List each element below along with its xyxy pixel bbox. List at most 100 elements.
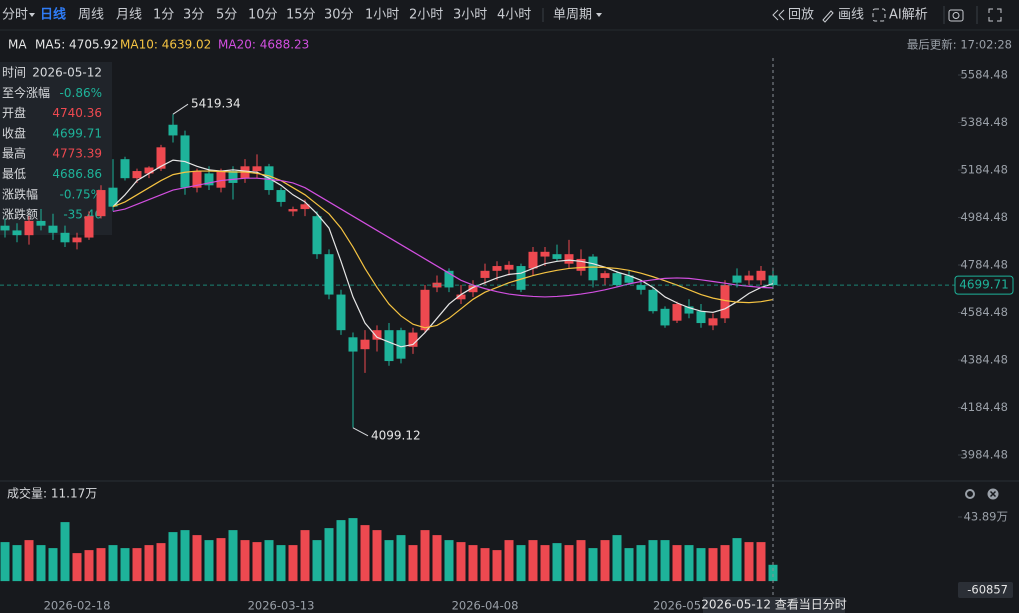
close-cross: [989, 490, 997, 498]
info-value: 4686.86: [52, 167, 102, 181]
volume-bar: [228, 530, 238, 582]
y-tick-label: 4784.48: [960, 257, 1008, 271]
candle-body: [216, 171, 226, 188]
x-tick-label: 2026-02-18: [44, 599, 111, 613]
period-tab[interactable]: 周线: [78, 8, 104, 23]
volume-bar: [108, 545, 118, 582]
period-tab[interactable]: 单周期: [553, 8, 592, 23]
period-tab[interactable]: 日线: [40, 7, 66, 23]
candle-body: [552, 254, 562, 259]
candle-body: [336, 294, 346, 331]
candle-body: [0, 225, 10, 231]
period-tab[interactable]: 月线: [116, 8, 142, 23]
volume-bar: [660, 540, 670, 582]
info-label: 开盘: [2, 105, 26, 120]
x-tick-label: 2026-03-13: [248, 599, 315, 613]
period-tab[interactable]: 4小时: [497, 8, 531, 23]
candle-body: [108, 187, 118, 207]
candle-body: [420, 289, 430, 331]
volume-bar: [276, 545, 286, 582]
annotation-leader: [172, 103, 189, 115]
candle-body: [600, 273, 610, 278]
candle-body: [576, 258, 586, 271]
candle-body: [636, 285, 646, 290]
period-tab[interactable]: 30分: [324, 8, 354, 23]
volume-bar: [120, 548, 130, 582]
volume-bar: [168, 532, 178, 582]
period-tab[interactable]: 15分: [286, 8, 316, 23]
crosshair-label[interactable]: 2026-05-12 查看当日分时: [701, 598, 847, 612]
last-price-label: 4699.71: [959, 278, 1009, 292]
last-update: 最后更新: 17:02:28: [907, 38, 1012, 52]
candle-body: [84, 216, 94, 238]
volume-bar: [324, 528, 334, 582]
volume-bar: [576, 540, 586, 582]
volume-bar: [456, 542, 466, 582]
tool-button[interactable]: 回放: [788, 8, 814, 23]
draw-icon[interactable]: [822, 10, 834, 23]
candle-body: [492, 266, 502, 271]
volume-bar: [36, 545, 46, 582]
candle-body: [60, 232, 70, 243]
settings-icon[interactable]: [965, 489, 975, 499]
candle-body: [744, 275, 754, 281]
camera-lens: [952, 12, 960, 19]
candle-body: [540, 251, 550, 257]
info-label: 涨跌额: [2, 207, 38, 222]
candle-body: [372, 330, 382, 340]
candle-body: [624, 275, 634, 283]
period-tab[interactable]: 10分: [248, 8, 278, 23]
candle-body: [48, 225, 58, 233]
candle-body: [612, 273, 622, 286]
volume-bar: [540, 545, 550, 582]
ma-line: [112, 170, 774, 329]
period-tab[interactable]: 分时: [2, 8, 28, 23]
candle-body: [192, 171, 202, 188]
period-tab[interactable]: 1分: [153, 8, 174, 23]
candle-body: [756, 270, 766, 281]
volume-bar: [480, 548, 490, 582]
info-value: -0.75%: [60, 187, 102, 201]
period-tab[interactable]: 3分: [183, 8, 204, 23]
volume-bar: [768, 564, 778, 582]
volume-bar: [240, 540, 250, 582]
volume-bar: [624, 548, 634, 582]
volume-bar: [600, 540, 610, 582]
ma-line: [112, 159, 774, 348]
candle-body: [36, 220, 46, 226]
annotation: 4099.12: [371, 428, 421, 442]
candle-body: [696, 311, 706, 324]
ai-icon[interactable]: [872, 8, 886, 22]
candle-body: [312, 216, 322, 255]
replay-icon[interactable]: [772, 9, 785, 21]
candle-body: [72, 237, 82, 243]
tool-button[interactable]: AI解析: [889, 8, 928, 23]
annotation: 5419.34: [191, 97, 241, 111]
indicator-name: MA: [8, 38, 27, 52]
candle-body: [516, 266, 526, 290]
period-tab[interactable]: 2小时: [409, 8, 443, 23]
fullscreen-icon[interactable]: [988, 8, 1002, 22]
dropdown-caret[interactable]: [596, 13, 602, 17]
volume-bar: [288, 545, 298, 582]
candle-body: [156, 147, 166, 169]
candle-body: [360, 339, 370, 350]
volume-bar: [396, 535, 406, 582]
candle-body: [720, 285, 730, 319]
candle-body: [276, 190, 286, 202]
dropdown-caret[interactable]: [29, 13, 35, 17]
y-tick-label: -60857: [967, 583, 1008, 597]
candle-body: [504, 264, 514, 270]
period-tab[interactable]: 1小时: [365, 8, 399, 23]
candle-body: [684, 306, 694, 314]
period-tab[interactable]: 3小时: [453, 8, 487, 23]
camera-icon[interactable]: [948, 9, 964, 22]
tool-button[interactable]: 画线: [838, 8, 864, 23]
legend-entry: MA20: 4688.23: [218, 38, 309, 52]
candle-body: [528, 251, 538, 269]
period-tab[interactable]: 5分: [216, 8, 237, 23]
volume-bar: [564, 545, 574, 582]
y-tick-label: 5584.48: [960, 67, 1008, 81]
candle-body: [120, 159, 130, 179]
